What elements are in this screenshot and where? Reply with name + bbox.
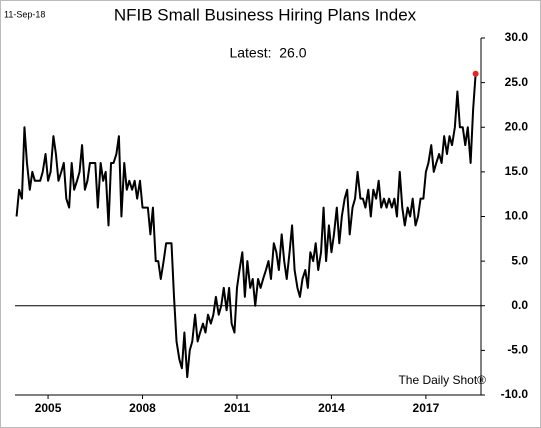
- y-tick-label: -5.0: [507, 343, 528, 357]
- y-tick-label: 30.0: [505, 30, 529, 44]
- chart-title: NFIB Small Business Hiring Plans Index: [114, 5, 417, 24]
- y-tick-label: 15.0: [505, 164, 529, 178]
- x-tick-label: 2011: [224, 401, 250, 415]
- y-tick-label: 10.0: [505, 209, 529, 223]
- latest-point: [472, 70, 479, 77]
- x-tick-label: 2014: [318, 401, 345, 415]
- line: [15, 73, 477, 379]
- x-tick-label: 2008: [129, 401, 156, 415]
- date-label: 11-Sep-18: [4, 9, 45, 19]
- y-tick-label: 25.0: [505, 75, 529, 89]
- x-tick-label: 2017: [413, 401, 440, 415]
- y-tick-label: 20.0: [505, 119, 529, 133]
- x-tick-label: 2005: [35, 401, 62, 415]
- y-tick-label: -10.0: [501, 387, 529, 401]
- y-tick-label: 0.0: [511, 298, 528, 312]
- y-tick-label: 5.0: [511, 253, 528, 267]
- annotation: Latest: 26.0: [229, 45, 306, 61]
- source: The Daily Shot®: [398, 373, 486, 387]
